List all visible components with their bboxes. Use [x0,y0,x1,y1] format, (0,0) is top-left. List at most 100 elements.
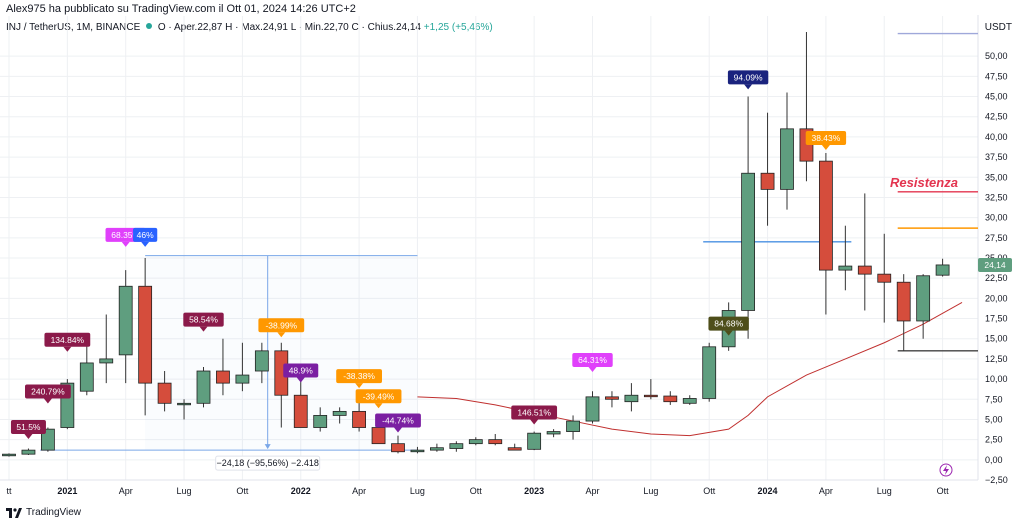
candle-body [585,396,600,422]
candle-body [313,415,328,428]
percent-label-box [727,70,769,85]
candle-body [138,285,153,384]
percent-label-box [44,332,91,347]
percent-label: 94.09% [734,72,763,82]
x-tick-label: tt [6,486,12,496]
percent-label-pointer [821,144,830,150]
candle-body [196,370,211,404]
percent-label-pointer [121,241,130,247]
candle-body [235,374,250,384]
candle-body [838,265,853,271]
percent-label: 64.31% [578,355,607,365]
candle-body [371,427,386,445]
y-tick-label: 47,50 [985,71,1008,81]
x-tick-label: Lug [877,486,892,496]
candle-body [332,410,347,416]
candle-body [177,402,191,406]
x-tick-label: Ott [236,486,249,496]
percent-label: -38.99% [265,320,297,330]
percent-label-box [133,227,158,242]
current-price-badge [978,257,1012,272]
candle-body [21,449,36,455]
candle-body [760,172,775,190]
percent-label-box [511,405,558,420]
measure-label: −24,18 (−95,56%) −2.418 [217,458,319,468]
candle-body [780,128,794,190]
y-tick-label: 27,50 [985,233,1008,243]
percent-label-pointer [63,346,72,352]
brand-name: TradingView [26,507,82,518]
candle-body [916,275,931,322]
x-tick-label: Ott [470,486,483,496]
percent-label-pointer [296,377,305,383]
candle-body [293,394,308,428]
candle-body [429,447,444,451]
percent-label: 84.68% [714,319,743,329]
x-tick-label: Lug [410,486,425,496]
percent-label: 46% [137,230,154,240]
percent-label-box [258,318,305,333]
candle-body [352,410,367,428]
x-tick-label: Ott [937,486,950,496]
x-tick-label: Apr [119,486,133,496]
x-tick-label: 2021 [57,486,77,496]
symbol-legend: INJ / TetherUS, 1M, BINANCE O · Aper.22,… [6,22,493,33]
x-tick-label: Ott [703,486,716,496]
y-tick-label: 17,50 [985,314,1008,324]
candle-body [935,264,950,276]
candle-body [566,420,580,432]
percent-label-box [336,369,382,384]
percent-label-pointer [374,403,383,409]
candle-body [488,439,503,445]
percent-label-pointer [744,84,753,90]
candle-body [118,285,133,356]
y-tick-label: −2,50 [985,475,1008,485]
y-tick-label: 20,00 [985,293,1008,303]
percent-label-pointer [588,366,597,372]
x-tick-label: Apr [352,486,366,496]
percent-label: 38.43% [811,133,840,143]
percent-label-box [375,413,421,428]
percent-label: 48.9% [289,365,314,375]
y-tick-label: 37,50 [985,152,1008,162]
measure-label-box [215,455,321,471]
candle-body [410,449,425,453]
percent-label: 68.35% [111,230,140,240]
percent-label-box [805,130,847,145]
measure-arrow-head [264,444,271,450]
percent-label-pointer [724,330,733,336]
candle-body [682,398,697,404]
candle-body [527,432,542,450]
x-tick-label: 2023 [524,486,544,496]
candle-body [157,382,172,404]
x-tick-label: Apr [585,486,599,496]
percent-label-pointer [24,433,33,439]
status-dot-icon [146,23,153,29]
percent-label: 240.79% [31,386,65,396]
symbol-name[interactable]: INJ / TetherUS, 1M, BINANCE [6,22,141,33]
x-tick-label: Lug [643,486,658,496]
candle-body [2,453,16,457]
candle-body [605,396,619,400]
y-tick-label: 15,00 [985,334,1008,344]
lightning-bolt-icon [943,465,949,475]
percent-label-pointer [199,326,208,332]
percent-label: 58.54% [189,315,218,325]
percent-label-box [283,363,319,378]
x-tick-label: 2022 [291,486,311,496]
percent-label-box [25,384,71,399]
percent-label: 134.84% [51,335,85,345]
y-tick-label: 22,50 [985,273,1008,283]
candle-body [702,346,717,399]
y-tick-label: 7,50 [985,394,1003,404]
candle-body [819,160,833,271]
low-value: L · Min.22,70 [290,22,349,33]
candle-body [449,443,464,449]
high-value: H · Max.24,91 [225,22,288,33]
close-value: C · Chius.24,14 [351,22,421,33]
candle-body [468,439,483,445]
percent-label: -44.74% [382,416,414,426]
percent-label-pointer [530,419,539,425]
y-tick-label: 42,50 [985,112,1008,122]
